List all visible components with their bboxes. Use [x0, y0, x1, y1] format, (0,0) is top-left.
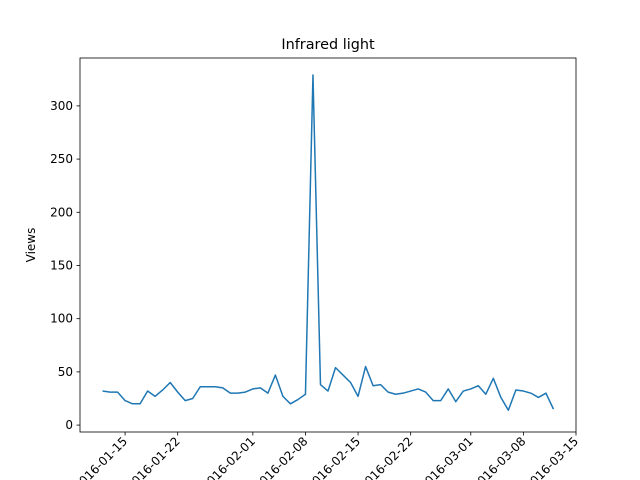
x-tick-label: 2016-02-01	[199, 434, 258, 480]
y-tick-label: 200	[50, 205, 73, 219]
y-tick-label: 150	[50, 258, 73, 272]
x-tick-label: 2016-02-22	[357, 434, 416, 480]
x-tick-label: 2016-03-08	[469, 434, 528, 480]
y-tick-label: 100	[50, 312, 73, 326]
axes-frame	[79, 57, 577, 433]
y-tick-label: 250	[50, 152, 73, 166]
chart-title: Infrared light	[281, 37, 375, 53]
y-tick-label: 50	[58, 365, 73, 379]
y-tick-label: 0	[65, 418, 73, 432]
y-tick-label: 300	[50, 99, 73, 113]
x-tick-label: 2016-03-15	[522, 434, 581, 480]
x-tick-label: 2016-01-22	[124, 434, 183, 480]
x-tick-label: 2016-01-15	[71, 434, 130, 480]
data-line	[102, 74, 555, 411]
x-tick-label: 2016-02-15	[304, 434, 363, 480]
y-axis-label: Views	[24, 228, 38, 263]
x-tick-label: 2016-03-01	[417, 434, 476, 480]
x-tick-label: 2016-02-08	[251, 434, 310, 480]
